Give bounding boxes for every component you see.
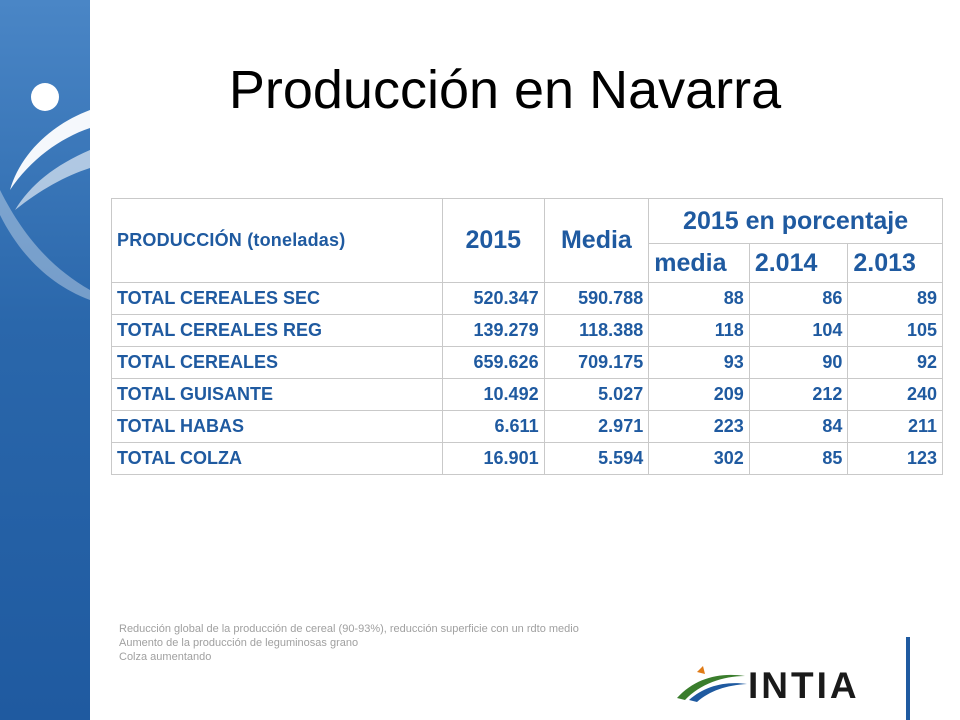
row-name: TOTAL HABAS xyxy=(111,410,443,443)
note-line: Aumento de la producción de leguminosas … xyxy=(119,637,359,649)
sidebar-decoration xyxy=(0,0,90,720)
row-media: 590.788 xyxy=(543,282,650,315)
row-pct-2014: 104 xyxy=(748,314,849,347)
table-row: TOTAL CEREALES SEC 520.347 590.788 88 86… xyxy=(111,282,943,315)
intia-logo-text: INTIA xyxy=(748,665,860,706)
row-pct-media: 209 xyxy=(648,378,750,411)
header-production: PRODUCCIÓN (toneladas) xyxy=(111,198,443,283)
row-pct-media: 223 xyxy=(648,410,750,443)
row-2015: 6.611 xyxy=(441,410,545,443)
header-2015: 2015 xyxy=(441,198,545,283)
table-subheader-row: media 2.014 2.013 xyxy=(112,243,943,283)
row-2015: 10.492 xyxy=(441,378,545,411)
subheader-media: media xyxy=(648,243,750,283)
row-media: 2.971 xyxy=(543,410,650,443)
row-pct-2014: 85 xyxy=(748,442,849,475)
row-pct-2014: 86 xyxy=(748,282,849,315)
row-pct-2013: 211 xyxy=(847,410,943,443)
row-2015: 16.901 xyxy=(441,442,545,475)
production-table: PRODUCCIÓN (toneladas) 2015 Media 2015 e… xyxy=(111,198,943,475)
row-media: 5.594 xyxy=(543,442,650,475)
row-pct-2014: 212 xyxy=(748,378,849,411)
table-row: TOTAL GUISANTE 10.492 5.027 209 212 240 xyxy=(111,378,943,411)
row-pct-2013: 105 xyxy=(847,314,943,347)
row-media: 118.388 xyxy=(543,314,650,347)
table-header-row: PRODUCCIÓN (toneladas) 2015 Media 2015 e… xyxy=(111,198,943,283)
row-name: TOTAL CEREALES REG xyxy=(111,314,443,347)
slide-notes: Reducción global de la producción de cer… xyxy=(119,622,579,664)
row-name: TOTAL CEREALES xyxy=(111,346,443,379)
table-row: TOTAL HABAS 6.611 2.971 223 84 211 xyxy=(111,410,943,443)
row-2015: 659.626 xyxy=(441,346,545,379)
row-pct-media: 118 xyxy=(648,314,750,347)
row-name: TOTAL GUISANTE xyxy=(111,378,443,411)
table-row: TOTAL COLZA 16.901 5.594 302 85 123 xyxy=(111,442,943,475)
note-line: Reducción global de la producción de cer… xyxy=(119,623,579,635)
row-pct-2013: 240 xyxy=(847,378,943,411)
row-name: TOTAL CEREALES SEC xyxy=(111,282,443,315)
row-pct-2013: 123 xyxy=(847,442,943,475)
note-line: Colza aumentando xyxy=(119,651,212,663)
row-media: 5.027 xyxy=(543,378,650,411)
table-row: TOTAL CEREALES REG 139.279 118.388 118 1… xyxy=(111,314,943,347)
row-media: 709.175 xyxy=(543,346,650,379)
row-2015: 139.279 xyxy=(441,314,545,347)
sidebar-swoosh-icon xyxy=(0,83,90,300)
row-pct-2014: 84 xyxy=(748,410,849,443)
row-pct-media: 88 xyxy=(648,282,750,315)
header-percentage: 2015 en porcentaje xyxy=(648,198,943,244)
row-pct-media: 93 xyxy=(648,346,750,379)
row-pct-2014: 90 xyxy=(748,346,849,379)
row-name: TOTAL COLZA xyxy=(111,442,443,475)
header-media: Media xyxy=(543,198,650,283)
row-2015: 520.347 xyxy=(441,282,545,315)
row-pct-2013: 92 xyxy=(847,346,943,379)
subheader-2013: 2.013 xyxy=(847,243,943,283)
intia-swoosh-logo-icon xyxy=(677,666,747,702)
table-row: TOTAL CEREALES 659.626 709.175 93 90 92 xyxy=(111,346,943,379)
slide-title: Producción en Navarra xyxy=(228,60,782,120)
divider-line xyxy=(906,637,910,720)
subheader-2014: 2.014 xyxy=(748,243,849,283)
row-pct-media: 302 xyxy=(648,442,750,475)
row-pct-2013: 89 xyxy=(847,282,943,315)
